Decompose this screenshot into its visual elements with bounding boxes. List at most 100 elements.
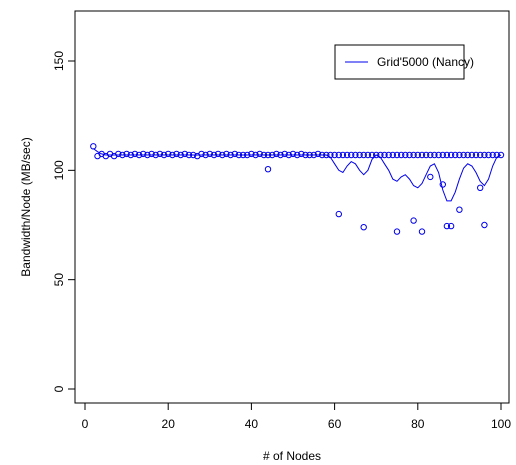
data-point	[364, 151, 372, 159]
x-tick-label: 40	[245, 417, 259, 431]
data-point	[156, 150, 164, 158]
data-point	[481, 221, 488, 229]
data-point	[298, 150, 305, 158]
data-point	[493, 151, 500, 159]
data-point	[435, 151, 442, 159]
y-tick-label: 150	[52, 51, 66, 71]
data-point	[477, 184, 484, 192]
data-point	[264, 166, 272, 173]
data-point	[294, 151, 301, 159]
data-point	[206, 150, 214, 158]
data-point	[177, 151, 184, 159]
legend-entry: Grid'5000 (Nancy)	[377, 55, 474, 69]
data-point	[402, 151, 409, 159]
data-point	[181, 150, 189, 158]
series-line-layer	[92, 148, 502, 202]
y-tick-label: 50	[52, 273, 66, 287]
data-point	[119, 151, 126, 159]
data-point	[393, 151, 401, 159]
data-point	[472, 151, 480, 159]
data-point	[352, 151, 359, 159]
data-point	[165, 150, 172, 158]
data-point	[173, 150, 180, 158]
x-tick-label: 0	[82, 417, 89, 431]
series-point-layer	[90, 143, 505, 235]
data-point	[148, 150, 155, 158]
data-point	[414, 151, 421, 159]
data-point	[227, 151, 234, 159]
data-point	[418, 228, 426, 235]
data-point	[190, 151, 197, 159]
data-point	[356, 151, 363, 159]
data-point	[318, 151, 326, 159]
data-point	[306, 151, 313, 159]
data-point	[452, 151, 459, 159]
data-point	[160, 151, 168, 159]
data-point	[244, 151, 251, 159]
data-point	[377, 151, 384, 159]
data-point	[343, 151, 351, 159]
data-point	[406, 151, 413, 159]
data-point	[252, 151, 259, 159]
legend: Grid'5000 (Nancy)	[334, 44, 474, 80]
data-point	[381, 151, 388, 159]
data-point	[368, 151, 376, 159]
data-point	[460, 151, 467, 159]
data-point	[310, 151, 317, 159]
data-point	[235, 151, 243, 159]
data-point	[439, 151, 446, 159]
x-tick-label: 60	[328, 417, 342, 431]
data-point	[115, 150, 122, 158]
y-axis-label: Bandwidth/Node (MB/sec)	[19, 137, 33, 276]
data-point	[339, 151, 347, 159]
data-point	[431, 151, 438, 159]
data-point	[348, 151, 355, 159]
data-point	[123, 150, 130, 158]
data-point	[256, 150, 263, 158]
data-point	[335, 151, 342, 159]
data-point	[410, 217, 417, 224]
data-point	[443, 222, 451, 230]
data-point	[185, 151, 193, 159]
data-point	[456, 151, 463, 159]
data-point	[131, 150, 139, 158]
y-tick-label: 0	[52, 385, 66, 392]
data-point	[373, 151, 380, 159]
x-axis: 0 20 40 60 80 100	[82, 402, 511, 431]
data-point	[140, 150, 147, 158]
data-point	[477, 151, 484, 159]
data-point	[223, 150, 230, 158]
data-point	[418, 151, 426, 159]
data-point	[198, 150, 205, 158]
data-point	[127, 151, 135, 159]
data-point	[481, 151, 488, 159]
data-point	[422, 151, 430, 159]
data-point	[323, 151, 330, 159]
data-point	[231, 150, 239, 158]
data-point	[285, 151, 292, 159]
x-tick-label: 20	[162, 417, 176, 431]
data-point	[398, 151, 405, 159]
data-point	[219, 151, 226, 159]
data-point	[360, 224, 367, 231]
data-point	[389, 151, 396, 159]
data-point	[214, 150, 222, 158]
data-point	[489, 151, 496, 159]
data-point	[277, 151, 284, 159]
data-point	[335, 210, 342, 218]
data-point	[202, 151, 209, 159]
data-point	[260, 151, 268, 159]
data-point	[447, 222, 455, 230]
y-tick-label: 100	[52, 160, 66, 180]
data-point	[269, 151, 276, 159]
data-point	[456, 206, 463, 213]
data-point	[302, 151, 309, 159]
data-point	[385, 151, 392, 159]
data-point	[464, 151, 471, 159]
data-point	[273, 150, 280, 158]
data-point	[360, 151, 367, 159]
data-point	[497, 151, 505, 159]
data-point	[152, 151, 159, 159]
x-tick-label: 80	[411, 417, 425, 431]
